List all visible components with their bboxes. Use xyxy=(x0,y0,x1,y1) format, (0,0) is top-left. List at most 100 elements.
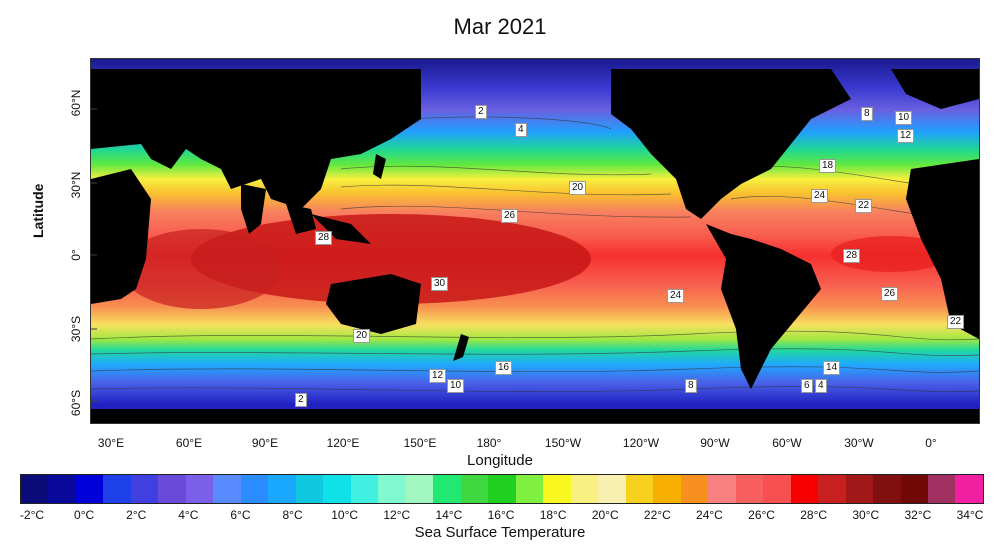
contour-label: 20 xyxy=(569,181,587,195)
colorbar-swatch xyxy=(680,475,709,503)
colorbar-tick-label: 28°C xyxy=(800,508,828,522)
contour-label: 26 xyxy=(881,287,899,301)
contour-label: 28 xyxy=(843,249,861,263)
colorbar-tick-label: 24°C xyxy=(696,508,723,522)
colorbar-swatch xyxy=(543,475,571,503)
lon-tick: 60°W xyxy=(772,436,802,450)
contour-label: 24 xyxy=(667,289,685,303)
colorbar-tick-label: 20°C xyxy=(591,508,619,522)
colorbar-tick-label: 16°C xyxy=(487,508,515,522)
contour-label: 2 xyxy=(295,393,307,407)
colorbar-swatch xyxy=(625,475,654,503)
lon-tick: 120°E xyxy=(326,436,360,450)
sst-map: 2 4 8 10 12 18 20 24 22 26 28 28 30 24 2… xyxy=(90,58,980,424)
lat-tick-30n: 30°N xyxy=(69,171,83,199)
colorbar-tick-label: 0°C xyxy=(74,508,95,522)
lon-tick: 30°E xyxy=(97,436,125,450)
colorbar-swatch xyxy=(268,475,296,503)
colorbar-tick-label: 8°C xyxy=(282,508,303,522)
colorbar-swatch xyxy=(103,475,131,503)
colorbar-tick-label: 18°C xyxy=(539,508,567,522)
colorbar-swatch xyxy=(405,475,434,503)
lon-tick: 90°W xyxy=(700,436,730,450)
contour-label: 2 xyxy=(475,105,487,119)
land-masses xyxy=(91,69,979,423)
colorbar-swatch xyxy=(433,475,461,503)
colorbar-swatch xyxy=(570,475,599,503)
lon-tick: 30°W xyxy=(844,436,874,450)
colorbar-tick-label: 14°C xyxy=(435,508,463,522)
colorbar-label: Sea Surface Temperature xyxy=(414,524,586,541)
contour-label: 18 xyxy=(819,159,837,173)
colorbar-tick-label: 26°C xyxy=(748,508,775,522)
contour-label: 22 xyxy=(855,199,873,213)
contour-label: 22 xyxy=(947,315,965,329)
colorbar-swatch xyxy=(515,475,544,503)
lon-tick: 90°E xyxy=(251,436,279,450)
contour-label: 8 xyxy=(685,379,697,393)
colorbar-swatch xyxy=(323,475,351,503)
indian-ocean-warm xyxy=(121,229,281,309)
colorbar-swatch xyxy=(653,475,681,503)
colorbar-swatch xyxy=(708,475,736,503)
colorbar-swatch xyxy=(763,475,791,503)
lat-tick-60n: 60°N xyxy=(69,89,83,117)
contour-label: 12 xyxy=(897,129,915,143)
colorbar-swatch xyxy=(927,475,956,503)
contour-label: 30 xyxy=(431,277,449,291)
colorbar-tick-label: 34°C xyxy=(956,508,984,522)
colorbar-swatch xyxy=(378,475,406,503)
lon-tick: 0° xyxy=(925,436,937,450)
frame-ticks xyxy=(91,108,97,402)
contour-label: 14 xyxy=(823,361,841,375)
colorbar-tick-label: 30°C xyxy=(852,508,880,522)
colorbar-swatch xyxy=(845,475,874,503)
colorbar-swatch xyxy=(790,475,819,503)
contour-label: 4 xyxy=(815,379,827,393)
contour-label: 24 xyxy=(811,189,829,203)
colorbar-swatch xyxy=(735,475,764,503)
lon-tick: 60°E xyxy=(175,436,203,450)
map-title: Mar 2021 xyxy=(453,14,547,39)
contour-label: 28 xyxy=(315,231,333,245)
colorbar-tick-label: -2°C xyxy=(19,508,45,522)
x-axis-label: Longitude xyxy=(467,452,533,469)
colorbar-tick-label: 32°C xyxy=(904,508,932,522)
colorbar-swatch xyxy=(185,475,214,503)
colorbar-swatch xyxy=(75,475,104,503)
contour-label: 20 xyxy=(353,329,371,343)
sst-map-svg xyxy=(91,59,979,423)
colorbar-tick-label: 10°C xyxy=(331,508,359,522)
colorbar-swatch xyxy=(873,475,901,503)
lat-tick-60s: 60°S xyxy=(69,389,83,417)
atlantic-warm xyxy=(831,236,951,272)
colorbar-swatch xyxy=(295,475,324,503)
colorbar-tick-label: 6°C xyxy=(230,508,251,522)
contour-label: 8 xyxy=(861,107,873,121)
colorbar xyxy=(20,474,984,504)
contour-label: 26 xyxy=(501,209,519,223)
contour-label: 10 xyxy=(895,111,913,125)
lon-tick: 180° xyxy=(476,436,502,450)
colorbar-swatch xyxy=(488,475,516,503)
colorbar-swatch xyxy=(818,475,846,503)
colorbar-swatch xyxy=(21,475,49,503)
lon-tick: 150°E xyxy=(403,436,437,450)
lat-tick-0: 0° xyxy=(69,249,83,261)
colorbar-swatch xyxy=(350,475,379,503)
colorbar-swatch xyxy=(900,475,928,503)
colorbar-tick-label: 2°C xyxy=(126,508,147,522)
colorbar-swatch xyxy=(158,475,186,503)
colorbar-tick-label: 4°C xyxy=(178,508,199,522)
contour-label: 16 xyxy=(495,361,513,375)
contour-label: 10 xyxy=(447,379,465,393)
y-axis-label: Latitude xyxy=(30,183,46,238)
colorbar-swatch xyxy=(240,475,269,503)
warm-pool xyxy=(191,214,591,304)
lon-tick: 120°W xyxy=(622,436,660,450)
contour-lines xyxy=(91,116,979,393)
colorbar-tick-label: 12°C xyxy=(383,508,411,522)
colorbar-swatch xyxy=(955,475,983,503)
colorbar-swatch xyxy=(48,475,76,503)
colorbar-swatch xyxy=(598,475,626,503)
